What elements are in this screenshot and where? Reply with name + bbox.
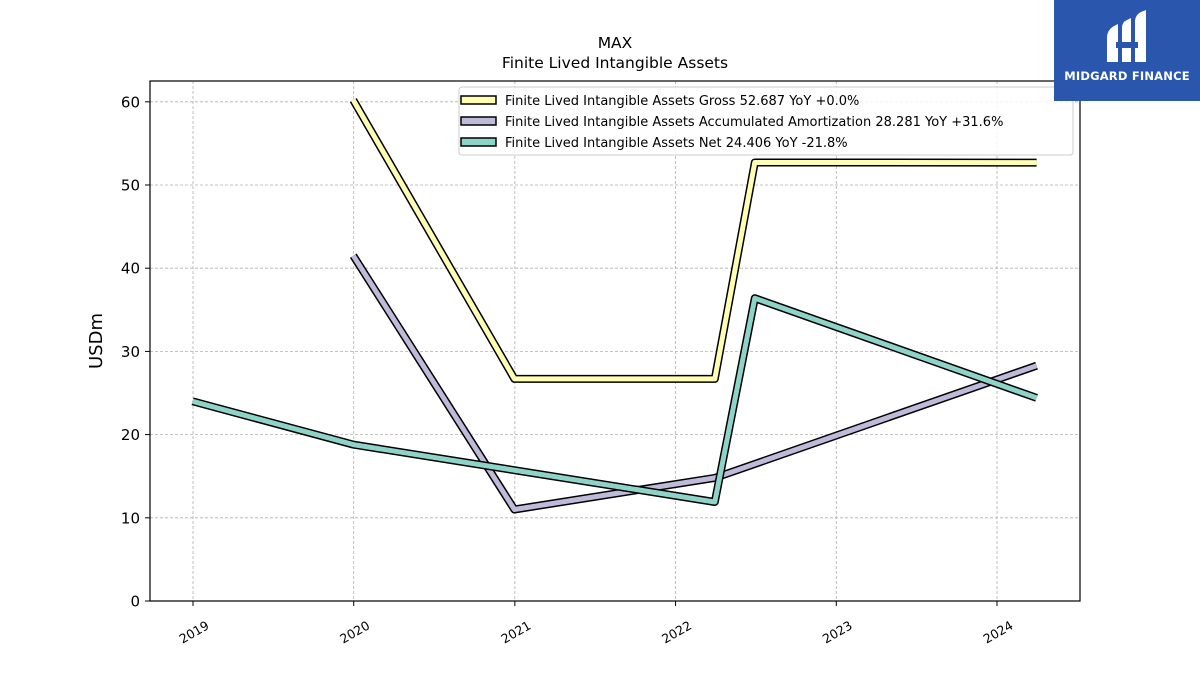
y-tick-label: 20 — [121, 426, 140, 444]
legend-label: Finite Lived Intangible Assets Net 24.40… — [505, 136, 848, 151]
x-tick-label: 2023 — [820, 618, 855, 647]
series-line — [191, 295, 1038, 505]
legend-swatch — [460, 95, 497, 105]
series-2 — [349, 253, 1038, 514]
series-layer — [191, 98, 1038, 514]
midgard-mark-icon — [1107, 10, 1146, 62]
midgard-finance-logo: MIDGARD FINANCE — [1054, 0, 1200, 101]
series-line — [351, 254, 1038, 512]
y-axis-ticks: 0 10 20 30 40 50 60 — [121, 93, 150, 611]
series-3 — [191, 294, 1038, 506]
plot-frame — [149, 80, 1081, 602]
series-line — [351, 98, 1037, 382]
series-1 — [349, 98, 1037, 383]
x-tick-label: 2024 — [980, 618, 1015, 647]
legend-item: Finite Lived Intangible Assets Accumulat… — [460, 115, 1003, 130]
legend-label: Finite Lived Intangible Assets Accumulat… — [505, 115, 1003, 130]
series-line-outline — [191, 294, 1038, 506]
chart-subtitle: Finite Lived Intangible Assets — [502, 54, 728, 72]
legend-label: Finite Lived Intangible Assets Gross 52.… — [505, 94, 859, 109]
y-tick-label: 30 — [121, 343, 140, 361]
legend-box — [458, 86, 1074, 156]
legend-item: Finite Lived Intangible Assets Gross 52.… — [460, 94, 859, 109]
chart-title: MAX — [598, 34, 633, 52]
x-tick-label: 2019 — [176, 618, 211, 647]
y-tick-label: 40 — [121, 260, 140, 278]
x-tick-label: 2020 — [337, 618, 372, 647]
legend-swatch — [460, 116, 497, 126]
logo-text: MIDGARD FINANCE — [1064, 69, 1190, 83]
x-axis-ticks: 2019 2020 2021 2022 2023 2024 — [176, 601, 1016, 647]
x-tick-label: 2021 — [498, 618, 533, 647]
legend: Finite Lived Intangible Assets Gross 52.… — [458, 86, 1074, 156]
y-tick-label: 50 — [121, 177, 140, 195]
x-tick-label: 2022 — [659, 618, 694, 647]
legend-swatch — [460, 137, 497, 147]
y-tick-label: 60 — [121, 93, 140, 111]
legend-item: Finite Lived Intangible Assets Net 24.40… — [460, 136, 848, 151]
y-tick-label: 10 — [121, 509, 140, 527]
y-axis-label: USDm — [86, 313, 107, 369]
y-tick-label: 0 — [130, 593, 140, 611]
